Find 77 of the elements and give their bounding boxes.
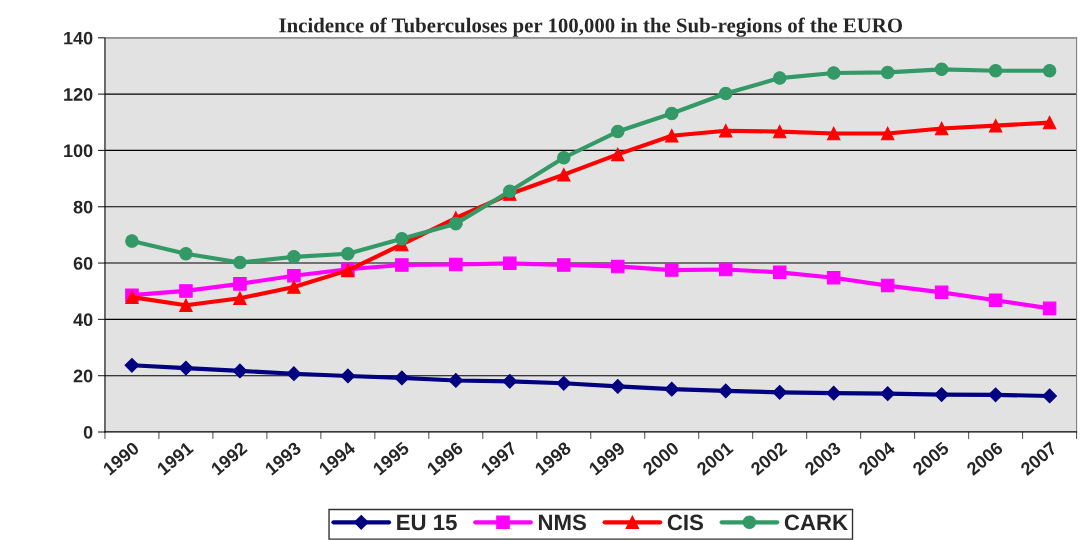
y-tick-label: 60 [73, 256, 93, 270]
point [449, 216, 463, 231]
point [772, 124, 787, 139]
point [880, 126, 895, 141]
point [125, 234, 139, 248]
point [557, 258, 571, 272]
point [934, 121, 949, 136]
point [287, 268, 301, 283]
point [610, 124, 625, 139]
point [1042, 388, 1057, 404]
point [557, 167, 571, 182]
point [449, 257, 463, 272]
y-tick-label: 120 [64, 88, 93, 101]
point [826, 66, 841, 80]
point [232, 363, 248, 379]
point [287, 280, 301, 294]
point [503, 256, 517, 271]
point [610, 147, 625, 162]
point [556, 375, 572, 391]
chart-title: Incidence of Tuberculoses per 100,000 in the Sub-regions of the EURO [279, 17, 903, 37]
point [664, 381, 680, 397]
point [772, 265, 787, 280]
point [233, 255, 247, 270]
point [934, 285, 949, 300]
point [826, 385, 842, 401]
legend-label: NMS [538, 514, 586, 531]
point [395, 232, 409, 246]
point [772, 71, 787, 85]
point [233, 291, 247, 306]
point [880, 65, 895, 80]
point [178, 360, 194, 376]
point [718, 383, 734, 399]
point [880, 386, 896, 402]
y-tick-label: 0 [83, 425, 93, 439]
point [772, 384, 788, 400]
point [287, 250, 301, 264]
point [179, 247, 193, 261]
legend-label: EU 15 [397, 514, 457, 531]
point [341, 247, 355, 261]
point [394, 370, 410, 386]
point [934, 387, 950, 402]
point [664, 129, 679, 143]
point [286, 366, 302, 382]
point [1042, 63, 1057, 78]
legend-label: CIS [667, 514, 704, 531]
point [502, 373, 518, 389]
point [718, 262, 733, 277]
y-tick-label: 40 [73, 313, 93, 327]
y-tick-label: 140 [64, 31, 93, 45]
point [448, 373, 464, 388]
point [610, 259, 625, 274]
point [988, 387, 1004, 403]
y-tick-label: 80 [73, 200, 93, 214]
point [826, 270, 841, 285]
legend-label: CARK [784, 514, 848, 531]
point [664, 106, 679, 121]
point [1042, 115, 1057, 130]
point [610, 378, 626, 394]
point [340, 368, 356, 384]
point [124, 357, 140, 373]
point [988, 63, 1003, 78]
point [880, 278, 895, 293]
point [718, 86, 733, 101]
point [179, 284, 193, 298]
y-tick-label: 20 [73, 369, 93, 383]
point [988, 118, 1003, 133]
point [664, 263, 679, 277]
point [179, 298, 193, 313]
point [233, 277, 247, 291]
point [557, 150, 571, 165]
point [395, 258, 409, 272]
point [718, 123, 733, 138]
point [988, 293, 1003, 307]
point [826, 126, 841, 141]
point [934, 62, 949, 77]
point [1042, 301, 1057, 316]
y-tick-label: 100 [64, 144, 93, 158]
